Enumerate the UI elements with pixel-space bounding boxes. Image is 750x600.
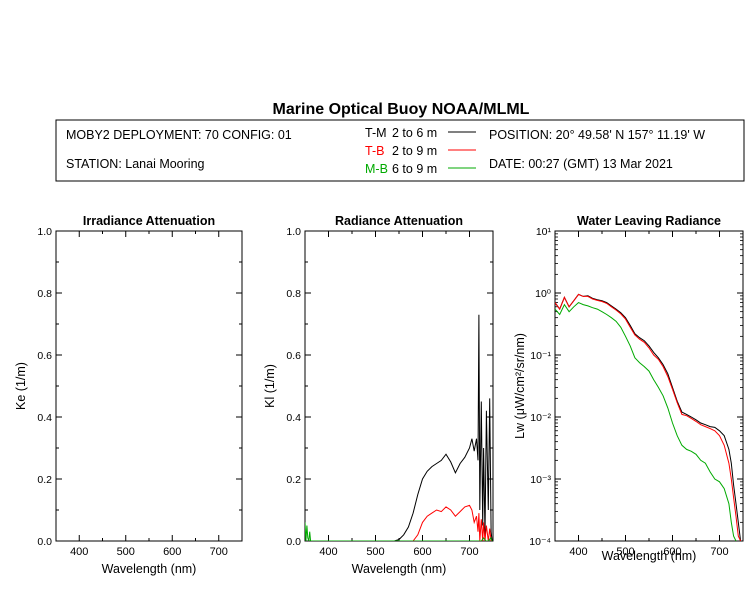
chart-title: Radiance Attenuation [335, 214, 463, 228]
x-tick-label: 700 [460, 546, 478, 558]
x-axis-label: Wavelength (nm) [352, 562, 447, 576]
chart-title: Water Leaving Radiance [577, 214, 721, 228]
chart-title: Irradiance Attenuation [83, 214, 215, 228]
legend-range: 2 to 9 m [392, 144, 437, 158]
series-line-m-b-lw [555, 302, 737, 541]
y-tick-label: 10⁻¹ [530, 350, 551, 362]
legend-entry-tm: T-M 2 to 6 m [365, 126, 476, 140]
x-tick-label: 500 [117, 546, 135, 558]
x-tick-label: 500 [366, 546, 384, 558]
series-line-t-b-kl [412, 504, 493, 541]
series-line-t-m-kl [394, 314, 493, 541]
y-tick-label: 0.8 [286, 288, 301, 300]
date-text: DATE: 00:27 (GMT) 13 Mar 2021 [489, 157, 673, 171]
legend-entry-mb: M-B 6 to 9 m [365, 162, 476, 176]
legend-prefix: M-B [365, 162, 388, 176]
y-tick-label: 0.4 [286, 412, 301, 424]
y-tick-label: 10¹ [536, 226, 552, 238]
y-tick-label: 10⁻² [530, 412, 551, 424]
y-tick-label: 0.6 [286, 350, 301, 362]
y-axis-label: Lw (μW/cm²/sr/nm) [513, 333, 527, 439]
x-tick-label: 600 [413, 546, 431, 558]
series-line-t-b-lw [555, 293, 742, 541]
x-tick-label: 400 [569, 546, 587, 558]
y-tick-label: 0.0 [37, 536, 52, 548]
y-tick-label: 0.2 [37, 474, 52, 486]
series-line-m-b-kl [305, 522, 493, 541]
legend-range: 2 to 6 m [392, 126, 437, 140]
series-line-t-m-lw [555, 293, 742, 541]
plot-frame [554, 230, 744, 542]
y-tick-label: 0.6 [37, 350, 52, 362]
water-leaving-radiance-chart: Water Leaving Radiance 400 500 600 700 10⁻⁴ 10… [513, 214, 744, 563]
y-tick-label: 0.2 [286, 474, 301, 486]
legend-prefix: T-B [365, 144, 384, 158]
y-tick-label: 1.0 [286, 226, 301, 238]
legend-prefix: T-M [365, 126, 387, 140]
y-tick-label: 0.0 [286, 536, 301, 548]
x-axis-label: Wavelength (nm) [102, 562, 197, 576]
x-tick-label: 700 [710, 546, 728, 558]
x-tick-label: 500 [616, 546, 634, 558]
y-tick-label: 10⁻³ [530, 474, 551, 486]
y-tick-label: 0.4 [37, 412, 52, 424]
deployment-text: MOBY2 DEPLOYMENT: 70 CONFIG: 01 [66, 128, 292, 142]
y-axis-label: Ke (1/m) [14, 362, 28, 410]
report-title: Marine Optical Buoy NOAA/MLML [273, 101, 530, 118]
x-tick-label: 400 [319, 546, 337, 558]
plot-frame [304, 230, 494, 542]
y-tick-label: 10⁰ [535, 288, 552, 300]
station-text: STATION: Lanai Mooring [66, 157, 205, 171]
legend: T-M 2 to 6 m T-B 2 to 9 m M-B 6 to 9 m [365, 126, 476, 176]
x-tick-label: 700 [210, 546, 228, 558]
y-tick-label: 1.0 [37, 226, 52, 238]
position-text: POSITION: 20° 49.58' N 157° 11.19' W [489, 128, 705, 142]
legend-entry-tb: T-B 2 to 9 m [365, 144, 476, 158]
info-box [55, 119, 745, 182]
series-group [555, 293, 742, 541]
legend-range: 6 to 9 m [392, 162, 437, 176]
y-tick-label: 10⁻⁴ [529, 536, 551, 548]
y-tick-label: 0.8 [37, 288, 52, 300]
radiance-attenuation-chart: Radiance Attenuation 400 500 600 700 0.0 0.2 0.… [263, 214, 494, 576]
series-group [305, 314, 493, 541]
plot-frame [55, 230, 243, 542]
y-axis-label: Kl (1/m) [263, 364, 277, 408]
x-tick-label: 600 [663, 546, 681, 558]
x-axis-label: Wavelength (nm) [602, 549, 697, 563]
irradiance-attenuation-chart: Irradiance Attenuation 400 500 600 700 0.0 0.2… [14, 214, 243, 576]
x-tick-label: 600 [163, 546, 181, 558]
x-tick-label: 400 [70, 546, 88, 558]
